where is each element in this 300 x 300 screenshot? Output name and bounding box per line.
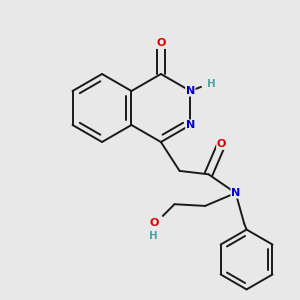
Text: O: O <box>217 140 226 149</box>
Text: N: N <box>186 120 195 130</box>
Text: H: H <box>149 231 158 241</box>
Text: O: O <box>149 218 158 228</box>
Text: N: N <box>186 86 195 96</box>
Text: O: O <box>156 38 166 48</box>
Text: N: N <box>231 188 240 198</box>
Text: H: H <box>207 79 215 89</box>
